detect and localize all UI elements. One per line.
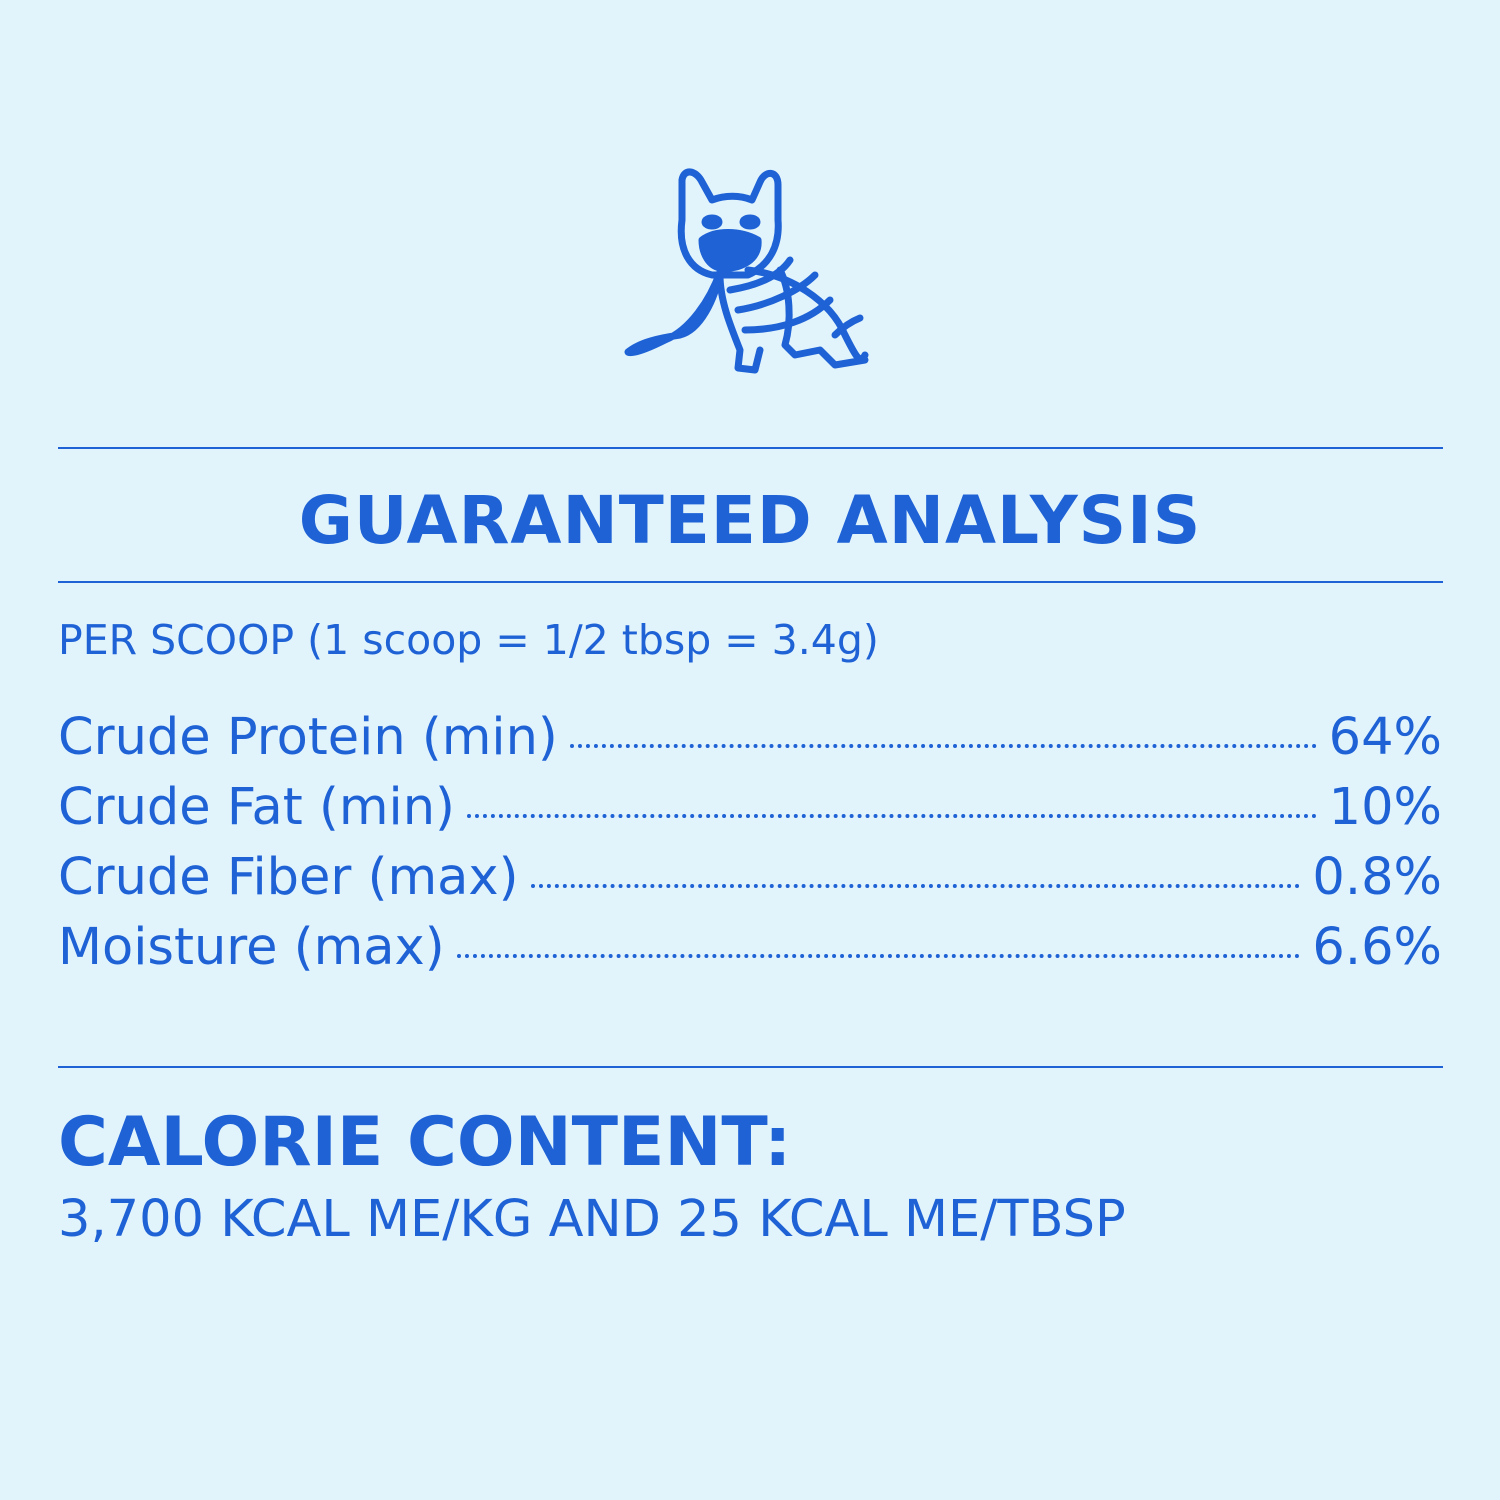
analysis-row: Crude Fiber (max) 0.8% bbox=[58, 848, 1442, 918]
analysis-value: 64% bbox=[1328, 708, 1442, 767]
dot-leader bbox=[530, 884, 1301, 888]
section-title: GUARANTEED ANALYSIS bbox=[298, 482, 1202, 559]
top-divider bbox=[58, 447, 1443, 449]
title-divider bbox=[58, 581, 1443, 583]
analysis-value: 6.6% bbox=[1312, 918, 1442, 977]
calorie-divider bbox=[58, 1066, 1443, 1068]
analysis-value: 10% bbox=[1328, 778, 1442, 837]
analysis-row: Crude Fat (min) 10% bbox=[58, 778, 1442, 848]
analysis-row: Moisture (max) 6.6% bbox=[58, 918, 1442, 988]
dot-leader bbox=[466, 814, 1317, 818]
calorie-title: CALORIE CONTENT: bbox=[58, 1103, 792, 1182]
dot-leader bbox=[456, 954, 1301, 958]
analysis-label: Crude Protein (min) bbox=[58, 708, 558, 767]
bulldog-illustration-icon bbox=[624, 168, 869, 374]
analysis-table: Crude Protein (min) 64% Crude Fat (min) … bbox=[58, 708, 1442, 988]
analysis-row: Crude Protein (min) 64% bbox=[58, 708, 1442, 778]
dot-leader bbox=[569, 744, 1317, 748]
analysis-label: Crude Fiber (max) bbox=[58, 848, 519, 907]
analysis-label: Crude Fat (min) bbox=[58, 778, 455, 837]
analysis-value: 0.8% bbox=[1312, 848, 1442, 907]
calorie-text: 3,700 KCAL ME/KG AND 25 KCAL ME/TBSP bbox=[58, 1190, 1126, 1249]
serving-size: PER SCOOP (1 scoop = 1/2 tbsp = 3.4g) bbox=[58, 616, 879, 664]
analysis-label: Moisture (max) bbox=[58, 918, 445, 977]
